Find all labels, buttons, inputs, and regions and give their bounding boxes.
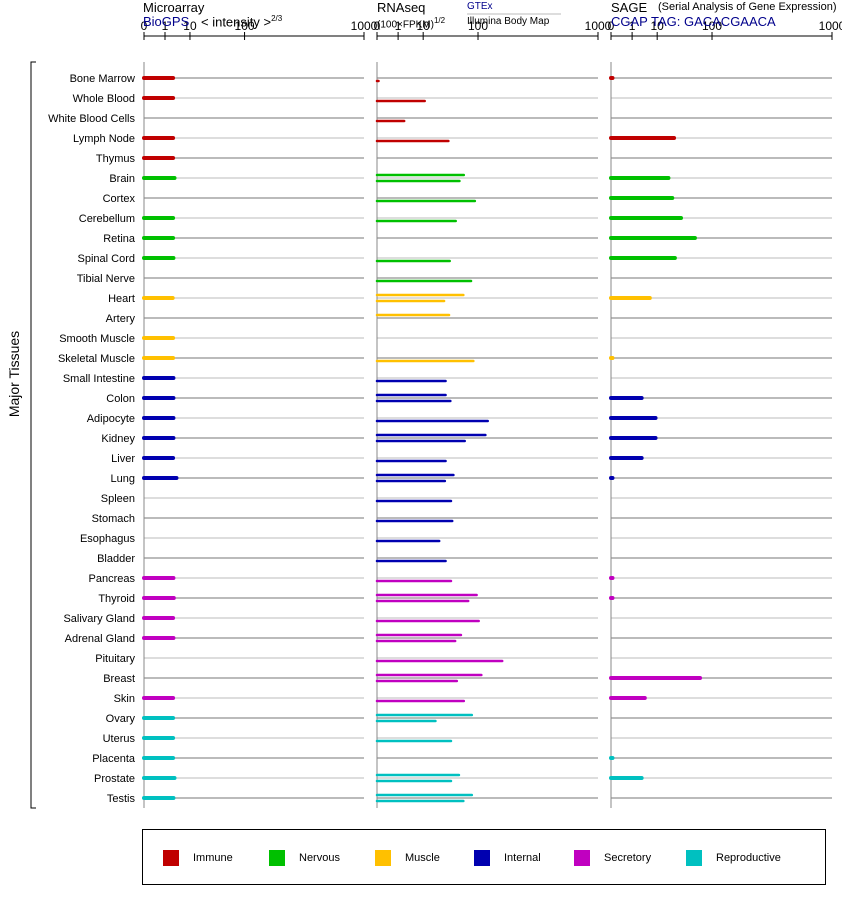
category-label: Thyroid [98, 593, 135, 605]
category-label: Lung [111, 473, 135, 485]
category-label: White Blood Cells [48, 113, 135, 125]
category-label: Skin [114, 693, 135, 705]
category-label: Colon [106, 393, 135, 405]
category-label: Heart [108, 293, 135, 305]
legend-item-immune: Immune [163, 849, 233, 867]
category-label: Pituitary [95, 653, 135, 665]
legend-item-internal: Internal [474, 849, 541, 867]
legend-swatch-reproductive [686, 850, 702, 866]
legend-item-nervous: Nervous [269, 849, 340, 867]
legend-label-nervous: Nervous [299, 852, 340, 864]
category-label: Cerebellum [79, 213, 135, 225]
legend-swatch-nervous [269, 850, 285, 866]
legend-swatch-internal [474, 850, 490, 866]
legend-item-secretory: Secretory [574, 849, 651, 867]
rnaseq-measure: (100×FPKM)1/2 [377, 16, 445, 30]
legend-label-reproductive: Reproductive [716, 852, 781, 864]
legend-label-muscle: Muscle [405, 852, 440, 864]
category-label: Prostate [94, 773, 135, 785]
category-label: Breast [103, 673, 135, 685]
x-tick-label-microarray: 100 [235, 19, 255, 33]
legend-label-internal: Internal [504, 852, 541, 864]
category-label: Bone Marrow [70, 73, 135, 85]
x-tick-label-microarray: 1000 [351, 19, 378, 33]
legend-swatch-immune [163, 850, 179, 866]
category-label: Testis [107, 793, 136, 805]
category-label: Stomach [92, 513, 135, 525]
category-label: Lymph Node [73, 133, 135, 145]
category-label: Uterus [103, 733, 136, 745]
category-label: Ovary [106, 713, 136, 725]
category-label: Skeletal Muscle [58, 353, 135, 365]
x-tick-label-rnaseq: 10 [416, 19, 430, 33]
category-label: Spleen [101, 493, 135, 505]
category-label: Esophagus [80, 533, 136, 545]
category-label: Bladder [97, 553, 135, 565]
rnaseq-exponent: 1/2 [433, 16, 446, 25]
rnaseq-source-gtex: GTEx [467, 1, 493, 12]
x-tick-label-sage: 1 [629, 19, 636, 33]
microarray-measure-text: < intensity > [201, 14, 272, 30]
category-label: Brain [109, 173, 135, 185]
sage-tag: CGAP TAG: GACACGAACA [611, 14, 776, 29]
x-tick-label-rnaseq: 1000 [585, 19, 612, 33]
category-label: Thymus [96, 153, 136, 165]
rnaseq-title: RNAseq [377, 0, 426, 15]
legend-swatch-secretory [574, 850, 590, 866]
sage-title: SAGE [611, 0, 648, 15]
x-tick-label-sage: 0 [608, 19, 615, 33]
category-label: Kidney [101, 433, 135, 445]
legend: Immune Nervous Muscle Internal Secretory… [142, 829, 826, 885]
microarray-title: Microarray [143, 0, 205, 15]
category-label: Whole Blood [73, 93, 135, 105]
x-tick-label-sage: 10 [650, 19, 664, 33]
legend-label-immune: Immune [193, 852, 233, 864]
category-label: Placenta [92, 753, 136, 765]
x-tick-label-microarray: 0 [141, 19, 148, 33]
microarray-source: BioGPS [143, 14, 190, 29]
category-label: Artery [106, 313, 136, 325]
x-tick-label-rnaseq: 0 [374, 19, 381, 33]
category-label: Salivary Gland [63, 613, 135, 625]
rnaseq-measure-text: (100×FPKM) [377, 19, 434, 31]
x-tick-label-microarray: 10 [183, 19, 197, 33]
category-label: Pancreas [89, 573, 136, 585]
category-label: Smooth Muscle [59, 333, 135, 345]
rnaseq-source-illumina: Illumina Body Map [467, 16, 550, 27]
category-label: Tibial Nerve [77, 273, 135, 285]
x-tick-label-rnaseq: 1 [395, 19, 402, 33]
category-label: Spinal Cord [78, 253, 135, 265]
legend-swatch-muscle [375, 850, 391, 866]
category-label: Cortex [103, 193, 136, 205]
category-label: Adipocyte [87, 413, 135, 425]
category-label: Small Intestine [63, 373, 135, 385]
x-tick-label-sage: 100 [702, 19, 722, 33]
major-tissues-bracket [30, 61, 36, 809]
legend-item-reproductive: Reproductive [686, 849, 781, 867]
y-group-label: Major Tissues [6, 331, 22, 417]
legend-item-muscle: Muscle [375, 849, 440, 867]
sage-subtitle: (Serial Analysis of Gene Expression) [658, 1, 837, 13]
legend-label-secretory: Secretory [604, 852, 652, 864]
category-label: Liver [111, 453, 135, 465]
x-tick-label-rnaseq: 100 [468, 19, 488, 33]
category-label: Adrenal Gland [65, 633, 135, 645]
category-label: Retina [103, 233, 136, 245]
x-tick-label-sage: 1000 [819, 19, 842, 33]
x-tick-label-microarray: 1 [162, 19, 169, 33]
microarray-exponent: 2/3 [271, 14, 283, 23]
microarray-measure: < intensity >2/3 [201, 14, 282, 29]
